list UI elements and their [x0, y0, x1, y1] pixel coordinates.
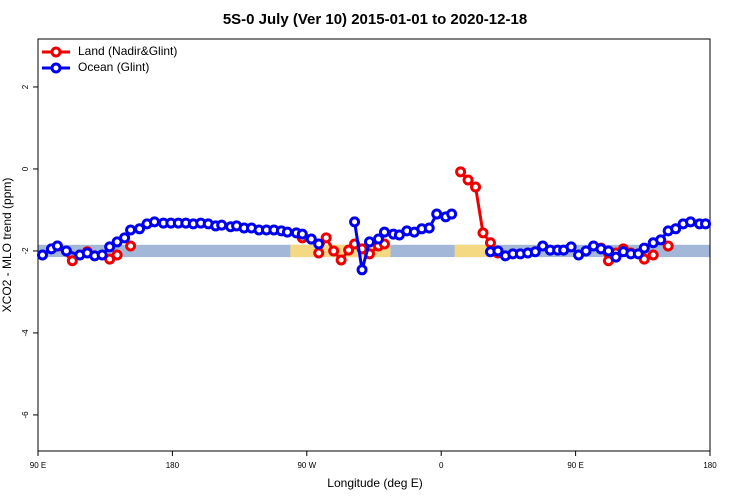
data-point — [305, 233, 317, 245]
data-point — [104, 241, 116, 253]
data-point — [356, 264, 368, 276]
data-point — [462, 174, 474, 186]
x-tick-label: 0 — [439, 461, 444, 470]
data-point — [320, 232, 332, 244]
data-point — [119, 232, 131, 244]
y-tick-label: 0 — [21, 166, 30, 171]
data-point — [313, 238, 325, 250]
x-tick-label: 90 W — [297, 461, 316, 470]
data-point — [580, 245, 592, 257]
data-point — [125, 240, 137, 252]
data-point — [378, 226, 390, 238]
data-point — [492, 245, 504, 257]
x-tick-label: 90 E — [567, 461, 583, 470]
data-point — [349, 216, 361, 228]
y-tick-label: -6 — [21, 411, 30, 419]
data-point — [96, 249, 108, 261]
y-tick-label: 2 — [21, 84, 30, 89]
data-point — [662, 240, 674, 252]
data-point — [216, 219, 228, 231]
data-point — [565, 241, 577, 253]
legend-label: Land (Nadir&Glint) — [78, 44, 177, 58]
data-point — [484, 237, 496, 249]
legend-marker — [50, 62, 62, 74]
x-tick-label: 90 E — [30, 461, 46, 470]
plot-frame — [37, 38, 711, 452]
data-point — [529, 246, 541, 258]
x-tick-label: 180 — [703, 461, 717, 470]
data-point — [602, 245, 614, 257]
y-tick-label: -4 — [21, 329, 30, 337]
legend-label: Ocean (Glint) — [78, 60, 149, 74]
x-tick-label: 180 — [166, 461, 180, 470]
data-point — [670, 223, 682, 235]
data-point — [610, 251, 622, 263]
data-point — [60, 245, 72, 257]
chart-title: 5S-0 July (Ver 10) 2015-01-01 to 2020-12… — [223, 11, 527, 28]
data-point — [51, 240, 63, 252]
data-point — [372, 233, 384, 245]
y-tick-label: -2 — [21, 247, 30, 255]
data-point — [638, 242, 650, 254]
data-point — [455, 166, 467, 178]
data-point — [148, 216, 160, 228]
data-point — [655, 234, 667, 246]
data-point — [477, 227, 489, 239]
data-point — [111, 249, 123, 261]
data-point — [700, 218, 712, 230]
data-point — [134, 223, 146, 235]
data-point — [364, 236, 376, 248]
y-axis-label: XCO2 - MLO trend (ppm) — [0, 178, 14, 313]
highlight-band — [454, 244, 495, 258]
data-point — [470, 181, 482, 193]
data-point — [36, 249, 48, 261]
x-axis-label: Longitude (deg E) — [327, 476, 422, 490]
data-point — [281, 226, 293, 238]
data-point — [446, 208, 458, 220]
data-point — [647, 249, 659, 261]
data-point — [125, 224, 137, 236]
legend-marker — [50, 46, 62, 58]
data-point — [66, 255, 78, 267]
data-point — [685, 216, 697, 228]
data-point — [431, 208, 443, 220]
data-point — [423, 222, 435, 234]
data-point — [313, 247, 325, 259]
data-point — [328, 245, 340, 257]
data-point — [343, 244, 355, 256]
data-point — [335, 254, 347, 266]
data-point — [296, 228, 308, 240]
